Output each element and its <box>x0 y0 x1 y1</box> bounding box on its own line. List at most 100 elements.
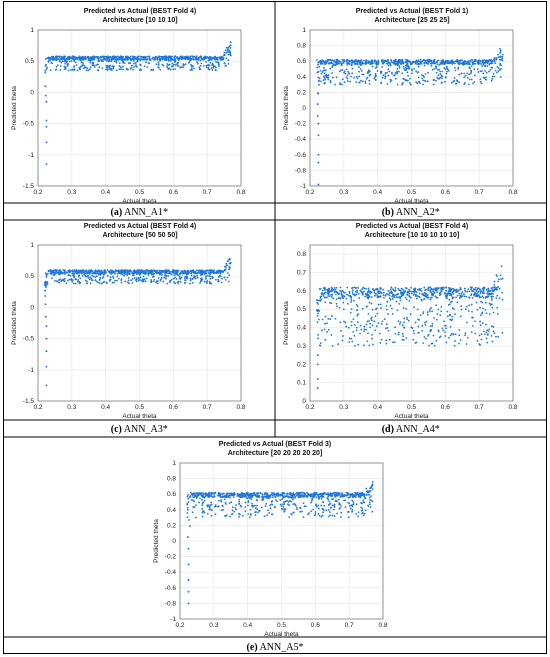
scatter-point <box>45 284 48 287</box>
caption-letter: (c) <box>111 424 122 435</box>
scatter-point <box>166 63 169 65</box>
scatter-point <box>76 69 79 72</box>
scatter-point <box>349 507 352 510</box>
scatter-point <box>176 63 178 66</box>
scatter-point <box>274 495 276 498</box>
scatter-point <box>316 59 318 61</box>
scatter-point <box>322 79 325 82</box>
scatter-point <box>91 279 94 282</box>
scatter-point <box>331 514 334 517</box>
scatter-point <box>376 296 379 299</box>
scatter-point <box>111 281 114 284</box>
scatter-point <box>108 270 111 273</box>
scatter-point <box>446 310 449 313</box>
scatter-point <box>123 274 125 277</box>
scatter-point <box>329 506 332 509</box>
scatter-point <box>212 492 215 495</box>
scatter-point <box>178 58 181 61</box>
scatter-point <box>208 505 211 508</box>
scatter-point <box>460 292 463 295</box>
scatter-point <box>463 76 466 79</box>
scatter-point <box>81 269 84 272</box>
scatter-point <box>156 269 159 272</box>
scatter-point <box>143 57 146 60</box>
scatter-point <box>420 288 422 290</box>
scatter-point <box>350 504 353 507</box>
scatter-point <box>415 70 418 73</box>
scatter-point <box>375 325 378 328</box>
scatter-point <box>357 515 359 518</box>
scatter-point <box>84 275 87 278</box>
scatter-point <box>494 69 497 72</box>
scatter-point <box>319 493 321 496</box>
scatter-point <box>404 290 407 292</box>
scatter-point <box>402 65 405 68</box>
scatter-point <box>199 64 202 67</box>
scatter-point <box>312 493 315 496</box>
scatter-point <box>210 514 213 517</box>
scatter-point <box>351 340 354 343</box>
scatter-point <box>499 51 502 54</box>
scatter-point <box>82 63 84 66</box>
scatter-point <box>150 271 152 274</box>
scatter-point <box>86 282 88 285</box>
scatter-point <box>405 58 407 61</box>
scatter-point <box>346 286 349 289</box>
scatter-point <box>358 75 361 78</box>
scatter-point <box>435 71 438 74</box>
scatter-point <box>482 290 485 293</box>
scatter-point <box>485 288 488 291</box>
scatter-point <box>464 334 466 337</box>
scatter-point <box>119 55 122 58</box>
scatter-point <box>402 339 405 341</box>
scatter-point <box>397 331 400 334</box>
scatter-point <box>317 76 320 79</box>
scatter-point <box>98 66 101 69</box>
scatter-point <box>58 281 61 284</box>
scatter-point <box>391 72 393 75</box>
scatter-point <box>340 504 342 507</box>
scatter-point <box>488 70 490 73</box>
scatter-point <box>102 281 104 284</box>
scatter-point <box>352 496 355 498</box>
scatter-point <box>338 493 341 495</box>
scatter-point <box>156 58 159 61</box>
scatter-point <box>45 286 47 288</box>
scatter-point <box>497 70 500 73</box>
scatter-point <box>335 286 338 289</box>
scatter-point <box>499 48 501 50</box>
scatter-point <box>310 501 312 504</box>
scatter-point <box>393 59 396 62</box>
scatter-point <box>405 308 408 310</box>
scatter-point <box>199 59 202 62</box>
scatter-point <box>96 272 99 275</box>
scatter-point <box>104 269 106 271</box>
scatter-point <box>405 69 408 71</box>
scatter-point <box>435 67 438 70</box>
scatter-point <box>136 273 138 276</box>
scatter-point <box>393 74 395 77</box>
scatter-point <box>432 290 434 292</box>
scatter-point <box>317 83 320 86</box>
scatter-point <box>170 278 173 281</box>
scatter-point <box>332 492 334 495</box>
scatter-point <box>311 495 314 498</box>
scatter-point <box>145 61 148 64</box>
scatter-point <box>296 491 299 494</box>
scatter-point <box>87 274 90 277</box>
outlier-point <box>187 590 190 593</box>
scatter-point <box>361 512 364 515</box>
scatter-point <box>391 292 394 295</box>
scatter-point <box>415 63 418 65</box>
scatter-point <box>457 68 460 70</box>
scatter-point <box>465 60 467 63</box>
scatter-point <box>315 505 318 508</box>
scatter-point <box>327 328 330 331</box>
scatter-point <box>201 278 204 281</box>
scatter-point <box>316 321 319 324</box>
scatter-point <box>366 293 369 296</box>
scatter-point <box>299 507 302 510</box>
y-axis-label: Predicted theta <box>283 301 290 345</box>
scatter-point <box>221 504 224 507</box>
scatter-point <box>110 273 113 275</box>
